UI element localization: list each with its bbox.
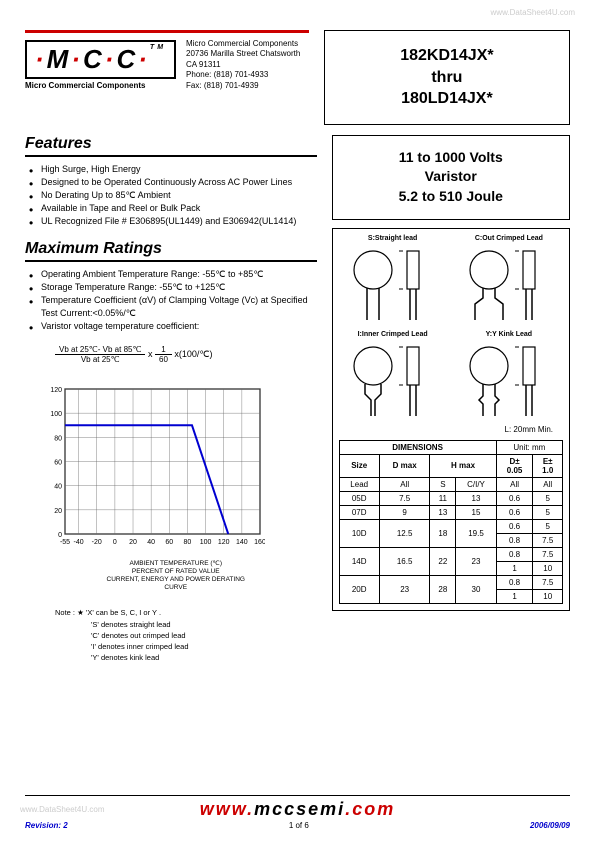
svg-text:60: 60 — [165, 539, 173, 546]
right-column: 11 to 1000 Volts Varistor 5.2 to 510 Jou… — [332, 135, 571, 664]
package-diagram: S:Straight lead — [339, 235, 447, 325]
company-subtitle: Micro Commercial Components — [25, 81, 176, 90]
note: Note : ★ 'X' can be S, C, I or Y .'S' de… — [55, 607, 317, 663]
rating-item: Temperature Coefficient (αV) of Clamping… — [29, 294, 317, 320]
chart-caption: AMBIENT TEMPERATURE (℃) PERCENT OF RATED… — [35, 560, 317, 591]
revision: Revision: 2 — [25, 821, 68, 830]
footer-url: www.mccsemi.com — [25, 799, 570, 820]
feature-item: Available in Tape and Reel or Bulk Pack — [29, 202, 317, 215]
ratings-title: Maximum Ratings — [25, 240, 317, 262]
package-diagram: Y:Y Kink Lead — [455, 331, 563, 421]
date: 2006/09/09 — [530, 821, 570, 830]
svg-text:20: 20 — [129, 539, 137, 546]
svg-text:80: 80 — [54, 436, 62, 443]
diagram-box: S:Straight leadC:Out Crimped LeadI:Inner… — [332, 228, 571, 611]
features-title: Features — [25, 135, 317, 157]
svg-text:0: 0 — [58, 532, 62, 539]
rating-item: Varistor voltage temperature coefficient… — [29, 320, 317, 333]
red-bar — [25, 30, 309, 33]
svg-text:80: 80 — [184, 539, 192, 546]
formula: Vb at 25℃- Vb at 85℃Vb at 25℃ x 160 x(10… — [25, 345, 317, 364]
rating-item: Operating Ambient Temperature Range: -55… — [29, 268, 317, 281]
header: ·M·C·C·TM Micro Commercial Components Mi… — [25, 30, 570, 125]
svg-text:100: 100 — [50, 411, 62, 418]
logo: ·M·C·C·TM — [25, 40, 176, 79]
dimensions-table: DIMENSIONSUnit: mm SizeD maxH maxD±0.05E… — [339, 440, 564, 604]
svg-text:120: 120 — [50, 387, 62, 394]
ratings-list: Operating Ambient Temperature Range: -55… — [25, 268, 317, 333]
feature-item: High Surge, High Energy — [29, 163, 317, 176]
svg-text:160: 160 — [254, 539, 265, 546]
address: Micro Commercial Components 20736 Marill… — [186, 39, 300, 91]
svg-text:40: 40 — [54, 484, 62, 491]
svg-text:40: 40 — [147, 539, 155, 546]
spec-box: 11 to 1000 Volts Varistor 5.2 to 510 Jou… — [332, 135, 571, 220]
rating-item: Storage Temperature Range: -55℃ to +125℃ — [29, 281, 317, 294]
features-list: High Surge, High EnergyDesigned to be Op… — [25, 163, 317, 228]
left-column: Features High Surge, High EnergyDesigned… — [25, 135, 317, 664]
page-number: 1 of 6 — [289, 821, 309, 830]
svg-text:140: 140 — [236, 539, 248, 546]
svg-text:20: 20 — [54, 508, 62, 515]
feature-item: Designed to be Operated Continuously Acr… — [29, 176, 317, 189]
feature-item: No Derating Up to 85℃ Ambient — [29, 189, 317, 202]
logo-block: ·M·C·C·TM Micro Commercial Components Mi… — [25, 30, 309, 125]
svg-text:60: 60 — [54, 460, 62, 467]
package-diagram: I:Inner Crimped Lead — [339, 331, 447, 421]
page: ·M·C·C·TM Micro Commercial Components Mi… — [0, 0, 595, 842]
svg-text:-55: -55 — [60, 539, 70, 546]
svg-text:120: 120 — [218, 539, 230, 546]
main: Features High Surge, High EnergyDesigned… — [25, 135, 570, 664]
svg-text:100: 100 — [200, 539, 212, 546]
package-diagram: C:Out Crimped Lead — [455, 235, 563, 325]
feature-item: UL Recognized File # E306895(UL1449) and… — [29, 215, 317, 228]
part-title-box: 182KD14JX* thru 180LD14JX* — [324, 30, 570, 125]
l-note: L: 20mm Min. — [339, 425, 554, 434]
svg-text:0: 0 — [113, 539, 117, 546]
svg-text:-20: -20 — [92, 539, 102, 546]
svg-text:-40: -40 — [74, 539, 84, 546]
derating-chart: 120100806040200-55-40-200204060801001201… — [35, 384, 317, 591]
footer: www.mccsemi.com Revision: 2 1 of 6 2006/… — [25, 795, 570, 830]
